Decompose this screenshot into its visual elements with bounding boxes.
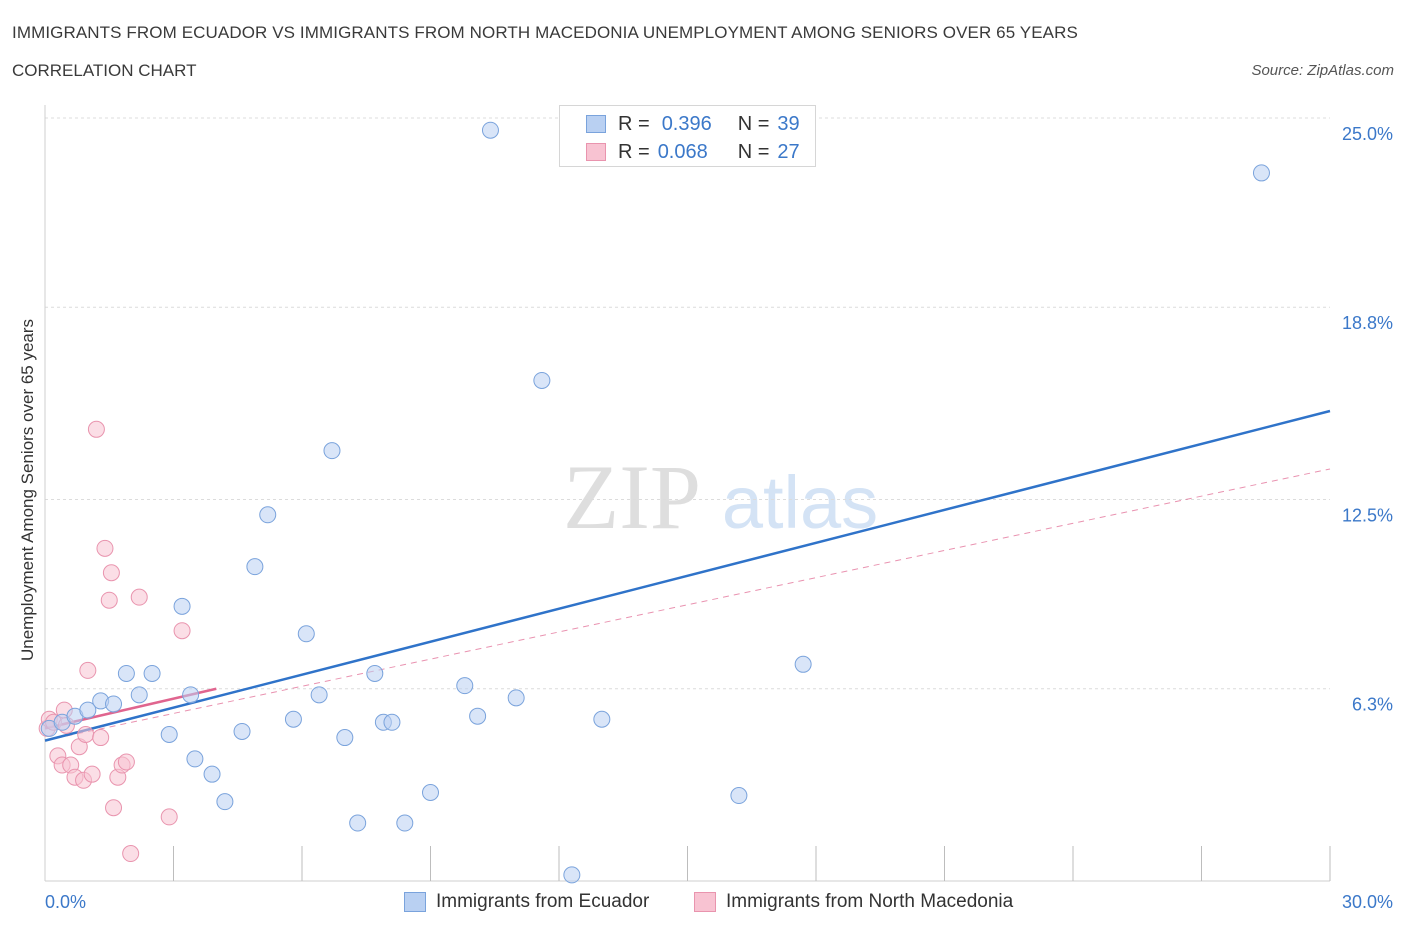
north-macedonia-point (92, 729, 110, 747)
data-points (38, 121, 1270, 884)
x-tick-label: 30.0% (1342, 892, 1393, 912)
legend-r-value: 0.396 (661, 112, 712, 135)
bottom-legend-swatch-blue (404, 892, 426, 912)
ecuador-point (259, 506, 277, 524)
north-macedonia-point (79, 661, 97, 679)
ecuador-point (349, 814, 367, 832)
chart-title: IMMIGRANTS FROM ECUADOR VS IMMIGRANTS FR… (12, 23, 1078, 42)
bottom-legend-label: Immigrants from Ecuador (436, 891, 650, 912)
ecuador-point (160, 726, 178, 744)
ecuador-point (456, 677, 474, 695)
y-tick-label: 6.3% (1352, 695, 1393, 715)
legend-r-label: R = (618, 112, 650, 135)
ecuador-point (481, 121, 499, 139)
ecuador-point (117, 664, 135, 682)
y-tick-label: 18.8% (1342, 313, 1393, 333)
ecuador-point (593, 710, 611, 728)
ecuador-point (203, 765, 221, 783)
north-macedonia-point (117, 753, 135, 771)
ecuador-point (366, 664, 384, 682)
ecuador-point (246, 558, 264, 576)
ecuador-point (284, 710, 302, 728)
legend-n-label: N = (737, 112, 770, 135)
north-macedonia-trend-dashed (44, 468, 1331, 742)
north-macedonia-point (130, 588, 148, 606)
ecuador-point (469, 707, 487, 725)
bottom-legend-ecuador[interactable]: Immigrants from Ecuador (404, 889, 649, 915)
north-macedonia-point (102, 564, 120, 582)
bottom-legend-label: Immigrants from North Macedonia (726, 891, 1014, 912)
legend-swatch-blue (586, 115, 606, 133)
ecuador-point (794, 655, 812, 673)
ecuador-point (323, 442, 341, 460)
chart-subtitle: CORRELATION CHART (12, 61, 197, 80)
y-tick-label: 25.0% (1342, 124, 1393, 144)
ecuador-point (507, 689, 525, 707)
watermark-atlas: atlas (722, 461, 878, 544)
tick-labels: 6.3% 12.5% 18.8% 25.0% 0.0% 30.0% (45, 124, 1393, 912)
ecuador-point (383, 713, 401, 731)
axes (44, 105, 1331, 882)
legend-n-value: 27 (777, 140, 800, 163)
y-tick-label: 12.5% (1342, 506, 1393, 526)
ecuador-point (79, 701, 97, 719)
legend-r-label: R = (618, 140, 650, 163)
ecuador-point (173, 597, 191, 615)
bottom-legend-swatch-pink (694, 892, 716, 912)
legend-swatch-pink (586, 143, 606, 161)
legend-r-value: 0.068 (657, 140, 708, 163)
ecuador-point (422, 783, 439, 801)
y-axis-title-wrap: Unemployment Among Seniors over 65 years (14, 280, 42, 700)
ecuador-point (563, 866, 581, 884)
stats-legend: R = 0.396 N = 39 R = 0.068 N = 27 (559, 105, 816, 167)
north-macedonia-point (105, 799, 123, 817)
x-tick-label: 0.0% (45, 892, 86, 912)
ecuador-point (186, 750, 204, 768)
north-macedonia-point (96, 539, 114, 557)
watermark-zip: ZIP (563, 446, 701, 548)
ecuador-point (216, 793, 234, 811)
ecuador-point (336, 729, 354, 747)
ecuador-point (233, 722, 251, 740)
north-macedonia-point (77, 726, 95, 744)
gridlines (45, 117, 1330, 690)
ecuador-point (730, 787, 748, 805)
ecuador-point (1252, 164, 1270, 182)
north-macedonia-point (122, 845, 140, 863)
legend-row-ecuador: R = 0.396 N = 39 (586, 112, 800, 136)
north-macedonia-point (100, 591, 118, 609)
north-macedonia-point (87, 420, 105, 438)
legend-n-value: 39 (777, 112, 800, 135)
legend-row-north-macedonia: R = 0.068 N = 27 (586, 140, 800, 164)
ecuador-point (396, 814, 414, 832)
ecuador-trend-line (44, 409, 1331, 742)
ecuador-point (182, 686, 200, 704)
ecuador-point (297, 625, 315, 643)
legend-n-label: N = (737, 140, 770, 163)
ecuador-point (310, 686, 328, 704)
ecuador-point (130, 686, 148, 704)
north-macedonia-point (173, 622, 191, 640)
north-macedonia-point (160, 808, 178, 826)
source-credit: Source: ZipAtlas.com (1251, 62, 1394, 79)
bottom-legend-north-macedonia[interactable]: Immigrants from North Macedonia (694, 889, 1013, 915)
ecuador-point (105, 695, 123, 713)
y-axis-title: Unemployment Among Seniors over 65 years (18, 318, 37, 662)
north-macedonia-point (83, 765, 101, 783)
ecuador-point (533, 371, 551, 389)
ecuador-point (143, 664, 161, 682)
